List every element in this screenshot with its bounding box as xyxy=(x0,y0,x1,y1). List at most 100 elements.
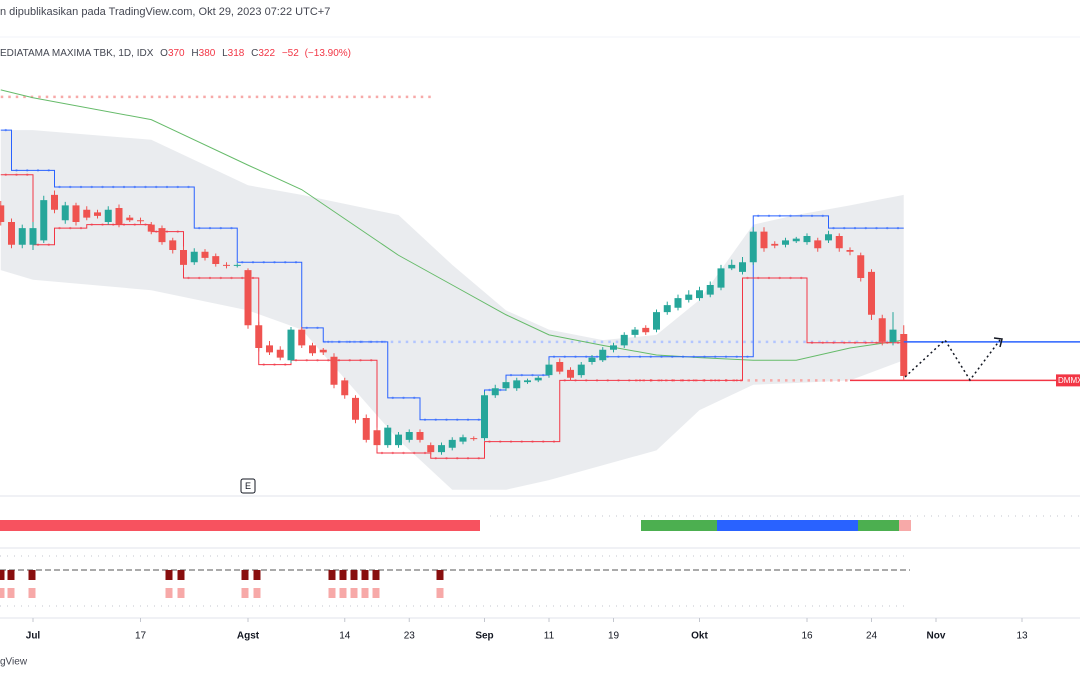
candle-body xyxy=(459,437,467,442)
stop-dot xyxy=(69,226,72,230)
earnings-label: E xyxy=(245,481,251,491)
candle-body xyxy=(567,369,574,378)
stop-dot xyxy=(509,373,513,377)
stop-dot xyxy=(703,379,706,382)
candle-body xyxy=(137,220,144,222)
candle-body xyxy=(835,236,843,249)
candle-body xyxy=(760,231,768,249)
x-tick-label: 16 xyxy=(801,631,813,642)
signal-block xyxy=(361,570,369,580)
candle-body xyxy=(244,270,252,326)
stop-dot xyxy=(305,326,308,330)
stop-dot xyxy=(681,379,685,382)
candle-body xyxy=(212,256,220,264)
stop-dot xyxy=(552,440,556,443)
candle-body xyxy=(384,427,392,446)
stop-dot xyxy=(15,173,18,176)
stop-dot xyxy=(531,440,534,443)
candle-body xyxy=(276,349,284,358)
candle-body xyxy=(147,224,155,232)
stop-dot xyxy=(886,341,889,344)
candle-body xyxy=(696,290,703,299)
candle-body xyxy=(857,255,865,278)
candle-body xyxy=(674,298,682,308)
stop-dot xyxy=(552,355,556,358)
stop-dot xyxy=(122,223,126,226)
projection-arrow xyxy=(993,337,1003,348)
stop-dot xyxy=(574,355,577,358)
stop-dot xyxy=(466,418,470,421)
stop-dot xyxy=(563,379,566,382)
candle-body xyxy=(341,380,349,396)
signal-block xyxy=(436,588,444,598)
stop-dot xyxy=(864,341,867,344)
stop-dot xyxy=(251,276,255,280)
stop-dot xyxy=(456,457,459,460)
stop-dot xyxy=(574,379,577,382)
stop-dot xyxy=(735,379,738,382)
stop-dot xyxy=(165,185,169,189)
stop-dot xyxy=(155,230,158,233)
stop-dot xyxy=(499,440,502,443)
stop-dot xyxy=(660,355,663,358)
stop-dot xyxy=(423,451,427,455)
signal-block xyxy=(165,570,173,580)
stop-dot xyxy=(692,355,695,358)
stop-dot xyxy=(810,341,814,344)
candle-body xyxy=(663,305,671,313)
stop-dot xyxy=(69,185,72,189)
stop-dot xyxy=(585,355,588,358)
trend-segment xyxy=(717,520,858,531)
signal-block xyxy=(339,588,347,598)
candle-body xyxy=(481,395,488,439)
stop-dot xyxy=(746,276,749,280)
change: −52 xyxy=(282,48,299,59)
stop-dot xyxy=(767,276,771,280)
stop-dot xyxy=(198,226,201,230)
candle-body xyxy=(233,264,241,266)
candle-body xyxy=(534,377,542,381)
stop-dot xyxy=(423,418,427,421)
candle-body xyxy=(792,238,800,242)
signal-block xyxy=(328,570,336,580)
stop-dot xyxy=(176,230,179,233)
stop-dot xyxy=(595,379,599,382)
signal-block xyxy=(253,570,261,580)
candle-body xyxy=(470,438,478,440)
candle-body xyxy=(72,205,80,222)
stop-dot xyxy=(628,379,631,382)
signal-block xyxy=(241,570,249,580)
stop-dot xyxy=(241,261,244,264)
candle-body xyxy=(40,200,48,241)
signal-block xyxy=(350,588,358,598)
stop-dot xyxy=(843,226,846,230)
candle-body xyxy=(448,439,456,448)
candle-body xyxy=(223,264,230,266)
candle-body xyxy=(61,205,69,221)
stop-dot xyxy=(520,440,523,443)
ohlc-letter: L xyxy=(222,48,228,59)
candle-body xyxy=(728,264,736,269)
stop-dot xyxy=(864,226,867,230)
x-tick-label: 11 xyxy=(544,631,555,642)
stop-dot xyxy=(638,355,642,358)
moving-average xyxy=(0,89,904,361)
stop-dot xyxy=(477,457,480,460)
candle-body xyxy=(94,212,101,216)
stop-dot xyxy=(262,363,265,366)
stop-dot xyxy=(359,359,362,362)
x-tick-label: 17 xyxy=(135,631,147,642)
stop-dot xyxy=(563,355,566,358)
ohlc-value: 370 xyxy=(168,48,185,59)
stop-dot xyxy=(380,451,384,455)
level-tag xyxy=(1056,374,1080,387)
candle-body xyxy=(900,334,908,376)
stop-dot xyxy=(735,355,738,358)
signal-block xyxy=(177,588,185,598)
ohlc-value: 380 xyxy=(199,48,216,59)
stop-dot xyxy=(230,276,233,280)
stop-dot xyxy=(757,214,760,218)
stop-dot xyxy=(90,223,93,226)
stop-dot xyxy=(617,379,620,382)
